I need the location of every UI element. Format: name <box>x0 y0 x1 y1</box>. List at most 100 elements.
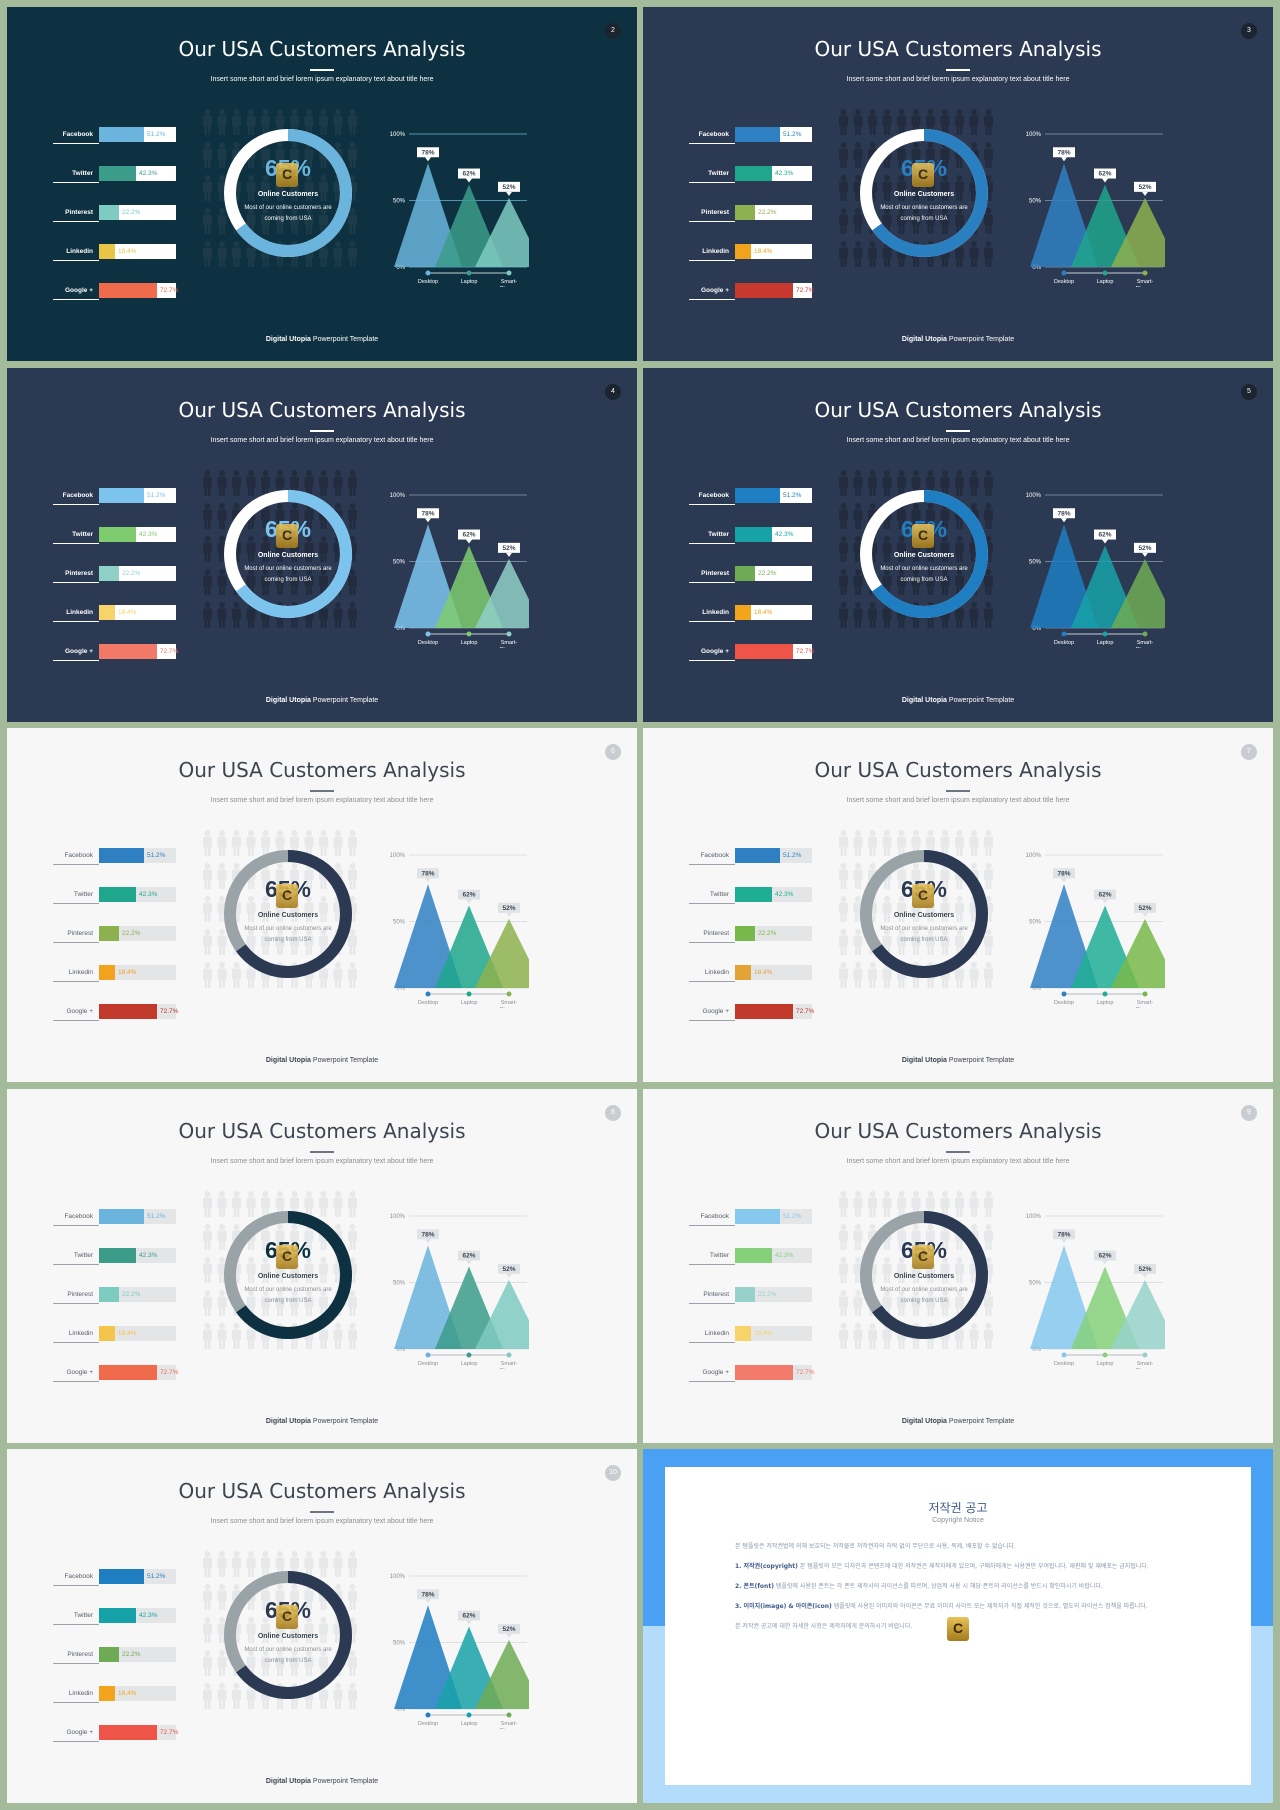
notice-paragraph: 2. 폰트(font) 템플릿에 사용된 폰트는 각 폰트 제작사의 라이선스를… <box>735 1583 1103 1590</box>
bar-row: Linkedin 18.4% <box>53 244 177 283</box>
bar-label: Google + <box>65 647 93 655</box>
slide-thumbnail-3[interactable]: Our USA Customers Analysis Insert some s… <box>643 7 1273 361</box>
x-axis-dot <box>506 270 512 276</box>
title-divider <box>310 429 334 432</box>
copyright-notice-slide[interactable]: 저작권 공고 Copyright Notice 본 템플릿은 저작권법에 의해 보호… <box>643 1449 1273 1803</box>
bar-row: Twitter 42.3% <box>689 526 813 566</box>
bar-fill <box>99 1725 157 1740</box>
x-axis-dot <box>1061 1352 1067 1357</box>
bar-fill <box>99 965 115 980</box>
y-tick-label: 50% <box>1029 1280 1042 1286</box>
x-axis-dot <box>466 631 472 636</box>
bar-track: 42.3% <box>99 887 176 902</box>
bar-label: Twitter <box>708 170 729 177</box>
y-tick-label: 0% <box>1032 986 1041 992</box>
bar-value: 18.4% <box>754 969 773 976</box>
page-number: 10 <box>605 1465 621 1481</box>
bar-underline <box>689 903 735 904</box>
bar-fill <box>99 1569 144 1584</box>
page-number: 8 <box>605 1104 621 1121</box>
bar-fill <box>99 604 115 620</box>
bar-track: 42.3% <box>735 887 812 902</box>
social-bars: Facebook 51.2% Twitter 42.3% Pinterest 22.2% L… <box>53 1569 178 1764</box>
x-axis-dot <box>1102 991 1108 997</box>
bar-value: 51.2% <box>783 131 802 138</box>
bar-underline <box>53 1224 99 1226</box>
bar-value: 18.4% <box>118 248 137 255</box>
bar-underline <box>53 620 99 622</box>
slide-thumbnail-5[interactable]: Our USA Customers Analysis Insert some s… <box>643 367 1273 722</box>
people-pictogram <box>839 469 993 628</box>
x-tick-label: Desktop <box>418 1361 438 1367</box>
bar-value: 51.2% <box>147 131 166 138</box>
bar-underline <box>689 1263 735 1265</box>
bar-row: Pinterest 22.2% <box>689 565 813 605</box>
slide-title: Our USA Customers Analysis <box>178 37 466 61</box>
bar-track: 72.7% <box>99 643 178 659</box>
social-bars: Facebook 51.2% Twitter 42.3% Pinterest 22.2% L… <box>53 487 178 683</box>
watermark-logo: C <box>276 523 298 548</box>
slide-thumbnail-6[interactable]: Our USA Customers Analysis Insert some s… <box>7 728 637 1082</box>
data-label-bubble <box>498 1263 520 1274</box>
page-number: 3 <box>1241 23 1257 39</box>
bar-row: Twitter 42.3% <box>689 887 813 926</box>
bar-track: 51.2% <box>99 1569 176 1584</box>
bar-row: Twitter 42.3% <box>53 1247 177 1287</box>
bar-value: 42.3% <box>775 891 794 898</box>
data-label: 52% <box>1138 184 1151 191</box>
notice-paragraph: 본 저작권 공고에 대한 자세한 사항은 제작자에게 문의하시기 바랍니다. <box>735 1623 913 1630</box>
data-label-bubble <box>1134 542 1156 553</box>
chart-triangle <box>1111 558 1165 628</box>
slide-subtitle: Insert some short and brief lorem ipsum … <box>846 797 1070 804</box>
bar-fill <box>99 1208 144 1224</box>
slide-thumbnail-4[interactable]: Our USA Customers Analysis Insert some s… <box>7 367 637 722</box>
slide-thumbnail-9[interactable]: Our USA Customers Analysis Insert some s… <box>643 1088 1273 1443</box>
slide-title: Our USA Customers Analysis <box>814 397 1102 422</box>
donut-chart <box>860 489 988 618</box>
bar-row: Facebook 51.2% <box>53 848 177 887</box>
donut-title: Online Customers <box>257 551 319 559</box>
bar-underline <box>689 620 735 622</box>
notice-paragraph: 본 템플릿은 저작권법에 의해 보호되는 저작물로 저작권자의 허락 없이 무단… <box>735 1543 1016 1550</box>
bar-value: 51.2% <box>147 852 166 859</box>
data-label: 78% <box>421 870 434 877</box>
data-label: 62% <box>1098 531 1111 538</box>
bar-label: Linkedin <box>66 248 93 255</box>
page-number: 9 <box>1241 1104 1257 1121</box>
notice-subtitle: Copyright Notice <box>932 1517 984 1524</box>
slide-footer: Digital Utopia Powerpoint Template <box>901 336 1015 343</box>
page-number: 4 <box>605 383 621 400</box>
bar-row: Linkedin 18.4% <box>689 244 813 283</box>
bar-label: Facebook <box>62 131 93 138</box>
data-label-bubble <box>1053 507 1075 518</box>
data-label-bubble <box>1094 889 1116 900</box>
bar-fill <box>735 604 751 620</box>
bar-row: Facebook 51.2% <box>689 1208 813 1248</box>
bar-row: Pinterest 22.2% <box>53 1647 177 1686</box>
bar-row: Twitter 42.3% <box>689 166 813 205</box>
data-label-bubble <box>458 168 480 179</box>
bar-label: Linkedin <box>702 608 729 616</box>
slide-thumbnail-7[interactable]: Our USA Customers Analysis Insert some s… <box>643 728 1273 1082</box>
bar-label: Google + <box>701 647 729 655</box>
bar-track: 72.7% <box>99 1364 178 1380</box>
bar-label: Twitter <box>709 1251 729 1259</box>
bar-value: 51.2% <box>147 491 166 499</box>
slide-thumbnail-8[interactable]: Our USA Customers Analysis Insert some s… <box>7 1088 637 1443</box>
bar-label: Pinterest <box>65 209 93 216</box>
data-label: 52% <box>1138 905 1151 912</box>
social-bars: Facebook 51.2% Twitter 42.3% Pinterest 22.2% L… <box>689 487 814 683</box>
data-label: 52% <box>502 905 515 912</box>
bar-value: 72.7% <box>796 1368 815 1376</box>
bar-value: 22.2% <box>122 569 141 577</box>
slide-thumbnail-2[interactable]: Our USA Customers Analysis Insert some s… <box>7 7 637 361</box>
page-number: 5 <box>1241 383 1257 400</box>
bar-track: 22.2% <box>735 565 812 581</box>
bar-track: 72.7% <box>735 1364 815 1380</box>
bar-label: Twitter <box>73 1251 93 1259</box>
slide-thumbnail-10[interactable]: Our USA Customers Analysis Insert some s… <box>7 1449 637 1803</box>
bar-label: Pinterest <box>701 569 729 577</box>
bar-track: 51.2% <box>735 1208 812 1224</box>
watermark-logo: C <box>912 1244 934 1269</box>
bar-value: 18.4% <box>754 1329 773 1337</box>
